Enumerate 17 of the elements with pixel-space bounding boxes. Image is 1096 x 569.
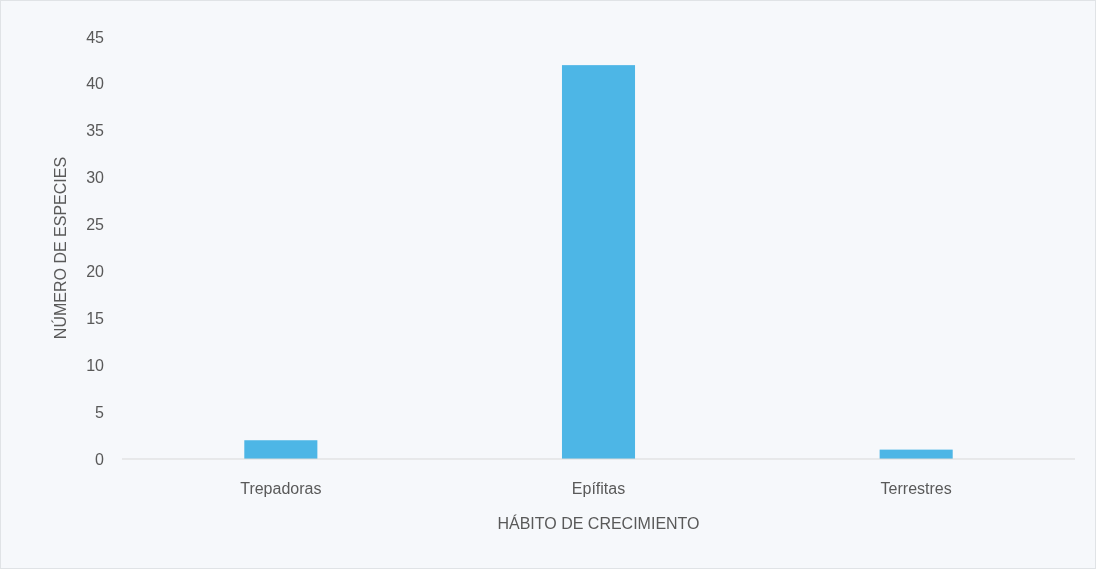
y-tick-label: 0 [95, 450, 105, 468]
y-tick-label: 15 [86, 309, 105, 327]
y-tick-label: 10 [86, 356, 105, 374]
x-axis-title: HÁBITO DE CRECIMIENTO [497, 514, 700, 532]
x-tick-label: Terrestres [880, 480, 952, 497]
bar [561, 65, 636, 459]
bar [244, 440, 318, 459]
x-tick-label: Epífitas [571, 480, 626, 497]
y-tick-label: 40 [86, 75, 105, 93]
y-tick-label: 25 [86, 216, 105, 234]
y-tick-label: 35 [86, 122, 105, 140]
y-tick-label: 45 [86, 28, 105, 46]
y-tick-label: 30 [86, 169, 105, 187]
y-tick-label: 20 [86, 263, 105, 281]
y-tick-label: 5 [95, 403, 105, 421]
y-axis-title: NÚMERO DE ESPECIES [51, 156, 69, 340]
x-tick-label: Trepadoras [240, 480, 322, 497]
